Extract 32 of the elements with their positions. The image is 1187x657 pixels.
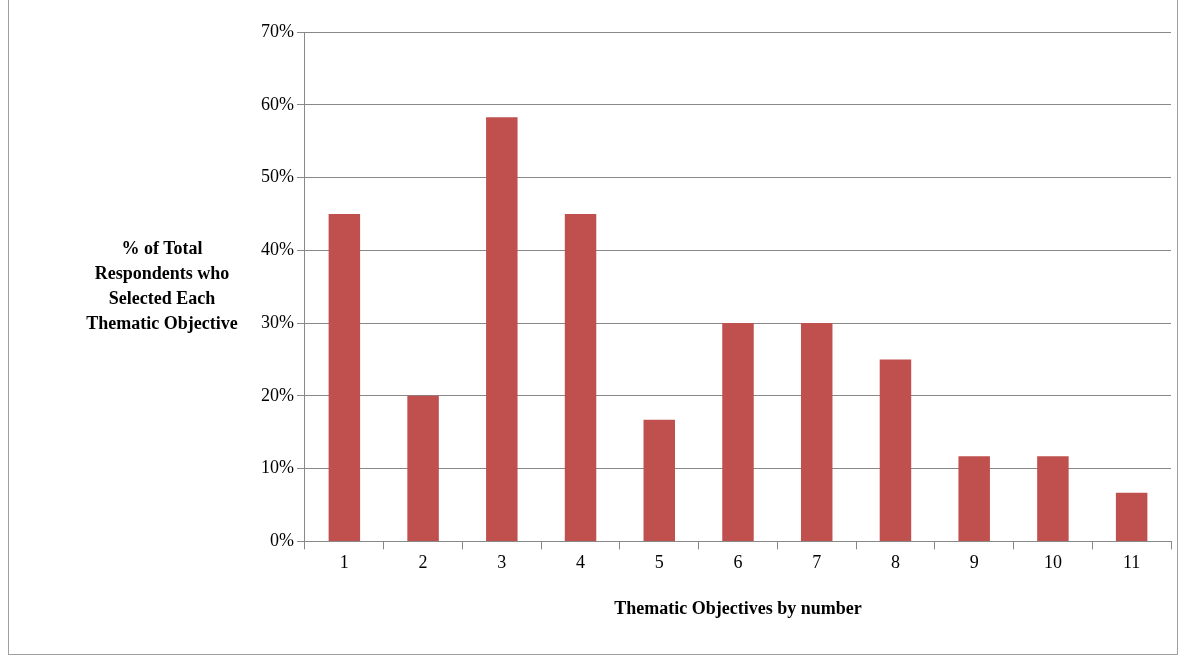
x-tick-label: 11 (1122, 551, 1141, 572)
bar (564, 213, 597, 541)
y-tick-label: 0% (269, 530, 294, 551)
bar (1037, 456, 1069, 541)
x-tick-label: 3 (497, 551, 507, 572)
bar (722, 323, 754, 541)
x-tick-label: 5 (654, 551, 664, 572)
y-tick-label: 40% (260, 239, 294, 260)
x-tick-label: 2 (418, 551, 428, 572)
y-tick-label: 30% (260, 311, 294, 332)
y-tick-label: 60% (260, 93, 294, 114)
x-tick-label: 10 (1043, 551, 1062, 572)
bar (407, 395, 439, 541)
y-axis-title: % of Total Respondents who Selected Each Thematic Objective (86, 237, 238, 333)
x-tick-label: 6 (733, 551, 743, 572)
bar (879, 359, 912, 541)
bar (958, 456, 990, 541)
y-tick-label: 20% (260, 384, 294, 405)
bar (800, 323, 833, 541)
x-tick-label: 1 (339, 551, 349, 572)
bar (1115, 492, 1148, 541)
bar (486, 117, 518, 541)
bar (328, 213, 361, 541)
x-tick-label: 9 (969, 551, 979, 572)
y-tick-label: 10% (260, 457, 294, 478)
y-tick-label: 70% (260, 20, 294, 41)
x-tick-label: 7 (812, 551, 822, 572)
y-tick-label: 50% (260, 166, 294, 187)
x-axis-title: Thematic Objectives by number (614, 598, 862, 619)
x-tick-label: 8 (890, 551, 900, 572)
x-tick-label: 4 (576, 551, 586, 572)
bar (643, 419, 676, 541)
